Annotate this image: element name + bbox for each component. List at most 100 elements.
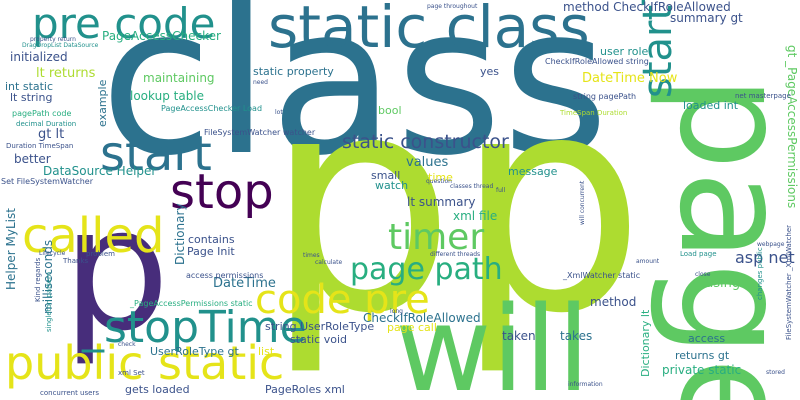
word-information: information xyxy=(568,381,603,388)
word-helper-mylist: Helper MyList xyxy=(4,208,18,290)
word-pagepath-code: pagePath code xyxy=(12,109,72,118)
word-static-void: static void xyxy=(290,333,347,346)
word-close: close xyxy=(695,271,711,278)
word-public-static: public static xyxy=(5,336,285,390)
word-gets-loaded: gets loaded xyxy=(125,383,190,396)
word-page-init: Page Init xyxy=(187,245,235,258)
word-watch: watch xyxy=(375,179,409,192)
word-decimal-duration: decimal Duration xyxy=(16,120,77,128)
word-static-property: static property xyxy=(253,65,334,78)
word-xmlwatcher-static: _XmlWatcher static xyxy=(563,271,641,280)
word-list: list xyxy=(258,345,275,358)
word-p-large-1: p xyxy=(265,30,456,379)
word-loaded-int: loaded int xyxy=(683,99,739,112)
word-asp-net: asp net xyxy=(735,248,795,267)
word-taken: taken xyxy=(502,329,536,343)
word-xml-set: xml Set xyxy=(118,369,145,377)
word-datasource-helper: DataSource Helper xyxy=(43,164,157,178)
word-using: using xyxy=(705,276,741,291)
word-thanks: Thanks xyxy=(63,257,89,265)
word-start: start xyxy=(100,126,212,182)
word-contains: contains xyxy=(188,233,235,246)
word-string-userroletype: string UserRoleType xyxy=(265,320,375,333)
word-pageaccesspermissions-static: _PageAccessPermissions static xyxy=(130,299,253,308)
word-static-class: static class xyxy=(268,0,590,61)
word-will-concurrent: will concurrent xyxy=(579,180,586,225)
word-string-pagepath: string pagePath xyxy=(573,92,637,101)
word-yes: yes xyxy=(480,65,500,78)
word-method-checkifroleallowed: method CheckIfRoleAllowed xyxy=(563,0,731,14)
word-filesystemwatcher-watcher: FileSystemWatcher watcher xyxy=(204,128,316,137)
word-pageaccesschecker: PageAccessChecker xyxy=(102,29,221,43)
word-amount: amount xyxy=(636,258,660,265)
word-dictionary-vertical: Dictionary xyxy=(173,203,187,265)
word-webpage: webpage xyxy=(757,241,785,248)
word-classes-thread: classes thread xyxy=(450,183,494,190)
word-filesystemwatcher-xmlwatcher: FileSystemWatcher _XmlWatcher xyxy=(785,224,793,340)
word-small: small xyxy=(371,169,401,182)
word-access: access xyxy=(688,332,726,345)
word-singleton-pattern: singleton pattern xyxy=(45,271,53,332)
word-xml-file: xml file xyxy=(453,209,498,223)
word-timer: timer xyxy=(388,217,485,258)
word-load-page: Load page xyxy=(680,250,717,258)
word-int-static: int static xyxy=(5,80,54,93)
word-set-filesystemwatcher: Set FileSystemWatcher xyxy=(1,177,94,186)
word-called: called xyxy=(22,208,165,264)
word-check: check xyxy=(118,341,136,348)
word-full: full xyxy=(496,187,506,194)
word-example: example xyxy=(96,79,109,127)
word-message: message xyxy=(508,165,558,178)
word-lifecycle: Lifecycle xyxy=(39,250,66,257)
word-concurrent-users: concurrent users xyxy=(40,389,99,397)
word-lt-summary: lt summary xyxy=(407,195,476,209)
word-different-threads: different threads xyxy=(430,251,481,258)
word-maintaining: maintaining xyxy=(143,71,215,85)
word-p-medium: p xyxy=(62,171,170,369)
word-p-large-2: p xyxy=(455,30,646,379)
word-lt-string: lt string xyxy=(10,91,53,104)
word-method: method xyxy=(590,295,637,309)
word-values: values xyxy=(406,155,449,170)
word-summary-gt: summary gt xyxy=(670,11,743,25)
word-page-throughout: page throughout xyxy=(427,3,478,10)
word-pageroles-xml: PageRoles xml xyxy=(265,383,345,396)
word-stoptime: _stopTime xyxy=(82,302,307,353)
word-stored: stored xyxy=(766,369,785,376)
word-time: time xyxy=(428,171,453,184)
word-stop: stop xyxy=(170,164,274,220)
word-userroletype-gt: UserRoleType gt xyxy=(150,345,239,358)
word-will: will xyxy=(395,280,590,400)
word-kind-regards: Kind regards xyxy=(34,257,42,302)
word-checkifroleallowed: CheckIfRoleAllowed xyxy=(363,311,481,325)
word-changes-public: changes public xyxy=(756,247,764,300)
word-duration-timespan: Duration TimeSpan xyxy=(6,142,74,150)
word-page-call: page call xyxy=(387,321,437,334)
word-private-static: private static xyxy=(662,363,742,377)
word-returns-gt: returns gt xyxy=(675,349,730,362)
word-access-permissions: access permissions xyxy=(186,271,264,280)
word-net-masterpage: net masterpage xyxy=(735,92,791,100)
word-dictionary-lt: Dictionary lt xyxy=(639,309,652,377)
word-code-pre: code pre xyxy=(255,277,430,323)
word-lot: lot xyxy=(275,109,283,116)
word-timespan-duration: TimeSpan Duration xyxy=(560,109,628,117)
word-pageaccesschecker-load: PageAccessChecker Load xyxy=(161,104,263,113)
word-bool: bool xyxy=(378,104,402,117)
word-gt-lt: gt lt xyxy=(38,127,65,142)
word-takes: takes xyxy=(560,329,593,343)
word-checkifroleallowed-string: CheckIfRoleAllowed string xyxy=(545,57,649,66)
word-user-role: user role xyxy=(600,45,649,58)
word-property-return: property return xyxy=(30,36,76,43)
word-need: need xyxy=(253,79,268,86)
word-times: times xyxy=(303,252,320,259)
word-lookup-table: lookup table xyxy=(130,89,205,103)
word-dragdroplist-datasource: DragDropList DataSource xyxy=(22,42,99,49)
word-static-constructor: static constructor xyxy=(342,131,509,153)
word-class: class xyxy=(100,0,609,201)
word-gt-pageaccesspermissions: gt _PageAccessPermissions xyxy=(785,45,799,209)
word-long: long xyxy=(390,308,403,315)
word-datetime-now: DateTime Now xyxy=(582,71,678,86)
word-better: better xyxy=(14,152,51,166)
